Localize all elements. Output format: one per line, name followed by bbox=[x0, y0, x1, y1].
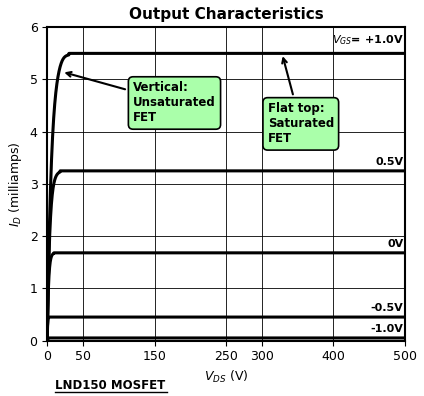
Text: Flat top:
Saturated
FET: Flat top: Saturated FET bbox=[268, 58, 334, 145]
Title: Output Characteristics: Output Characteristics bbox=[129, 7, 324, 22]
Text: -0.5V: -0.5V bbox=[371, 303, 404, 313]
Text: -1.0V: -1.0V bbox=[371, 324, 404, 334]
Text: 0.5V: 0.5V bbox=[376, 157, 404, 167]
Text: LND150 MOSFET: LND150 MOSFET bbox=[55, 379, 165, 392]
Text: $V_{GS}$= +1.0V: $V_{GS}$= +1.0V bbox=[332, 33, 404, 47]
Y-axis label: $I_D$ (milliamps): $I_D$ (milliamps) bbox=[7, 141, 24, 227]
X-axis label: $V_{DS}$ (V): $V_{DS}$ (V) bbox=[204, 369, 248, 385]
Text: Vertical:
Unsaturated
FET: Vertical: Unsaturated FET bbox=[67, 72, 216, 124]
Text: 0V: 0V bbox=[388, 239, 404, 249]
